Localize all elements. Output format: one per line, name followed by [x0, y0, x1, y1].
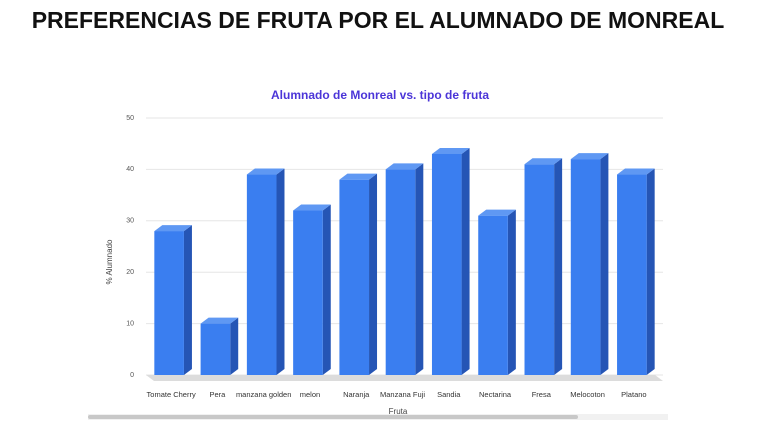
bar-front — [246, 174, 277, 375]
bar-side — [554, 158, 563, 375]
x-tick-label: manzana golden — [236, 390, 291, 399]
y-tick-label: 40 — [126, 166, 134, 173]
x-tick-label: Pera — [209, 390, 226, 399]
x-tick-label: Manzana Fuji — [380, 390, 425, 399]
bar-front — [339, 179, 370, 375]
y-tick-label: 30 — [126, 218, 134, 225]
bar-side — [415, 163, 424, 375]
bar-top — [478, 209, 516, 216]
scrollbar-thumb[interactable] — [88, 415, 578, 419]
x-tick-label: Naranja — [343, 390, 370, 399]
x-tick-label: Fresa — [532, 390, 552, 399]
bar — [293, 204, 331, 375]
x-tick-label: Melocoton — [570, 390, 605, 399]
bar-top — [570, 153, 609, 160]
y-tick-label: 20 — [126, 269, 134, 276]
bar — [154, 225, 192, 375]
bar-side — [461, 147, 470, 375]
bar-front — [570, 159, 601, 375]
bar-front — [524, 164, 555, 375]
bar-top — [154, 225, 192, 232]
bar-front — [154, 231, 184, 375]
bar-top — [293, 204, 331, 211]
bar-front — [200, 323, 231, 375]
x-tick-label: melon — [300, 390, 320, 399]
bar — [339, 173, 378, 375]
bar — [524, 158, 563, 375]
bar-top — [431, 147, 470, 154]
y-tick-label: 0 — [130, 372, 134, 379]
bar — [200, 317, 239, 375]
bar-side — [369, 173, 378, 375]
bar-side — [600, 153, 609, 375]
bar-top — [246, 168, 285, 175]
page-title: PREFERENCIAS DE FRUTA POR EL ALUMNADO DE… — [31, 7, 725, 33]
chart-title: Alumnado de Monreal vs. tipo de fruta — [271, 88, 489, 102]
bar — [431, 147, 470, 375]
bar — [570, 153, 609, 375]
bar-side — [322, 204, 331, 375]
bar — [617, 168, 655, 375]
bar — [478, 209, 516, 375]
bar-top — [200, 317, 239, 324]
y-tick-label: 50 — [126, 115, 134, 122]
bar-top — [524, 158, 563, 165]
x-tick-label: Platano — [621, 390, 646, 399]
x-tick-label: Tomate Cherry — [147, 390, 196, 399]
bar-side — [183, 225, 192, 375]
bar-front — [617, 174, 647, 375]
bar-side — [230, 317, 239, 375]
bar-front — [293, 210, 323, 375]
bar-front — [431, 153, 462, 375]
x-axis-label: Fruta — [389, 407, 408, 416]
bar — [385, 163, 424, 375]
bar-top — [617, 168, 655, 175]
bar-front — [385, 169, 416, 375]
y-tick-label: 10 — [126, 320, 134, 327]
floor — [146, 375, 663, 381]
y-axis-label: % Alumnado — [105, 239, 114, 284]
bar-top — [339, 173, 378, 180]
bar-side — [276, 168, 285, 375]
bar-side — [646, 168, 655, 375]
x-tick-label: Sandia — [437, 390, 461, 399]
bar-top — [385, 163, 424, 170]
x-tick-label: Nectarina — [479, 390, 512, 399]
bar-front — [478, 215, 508, 375]
bar-side — [507, 209, 516, 375]
bar — [246, 168, 285, 375]
